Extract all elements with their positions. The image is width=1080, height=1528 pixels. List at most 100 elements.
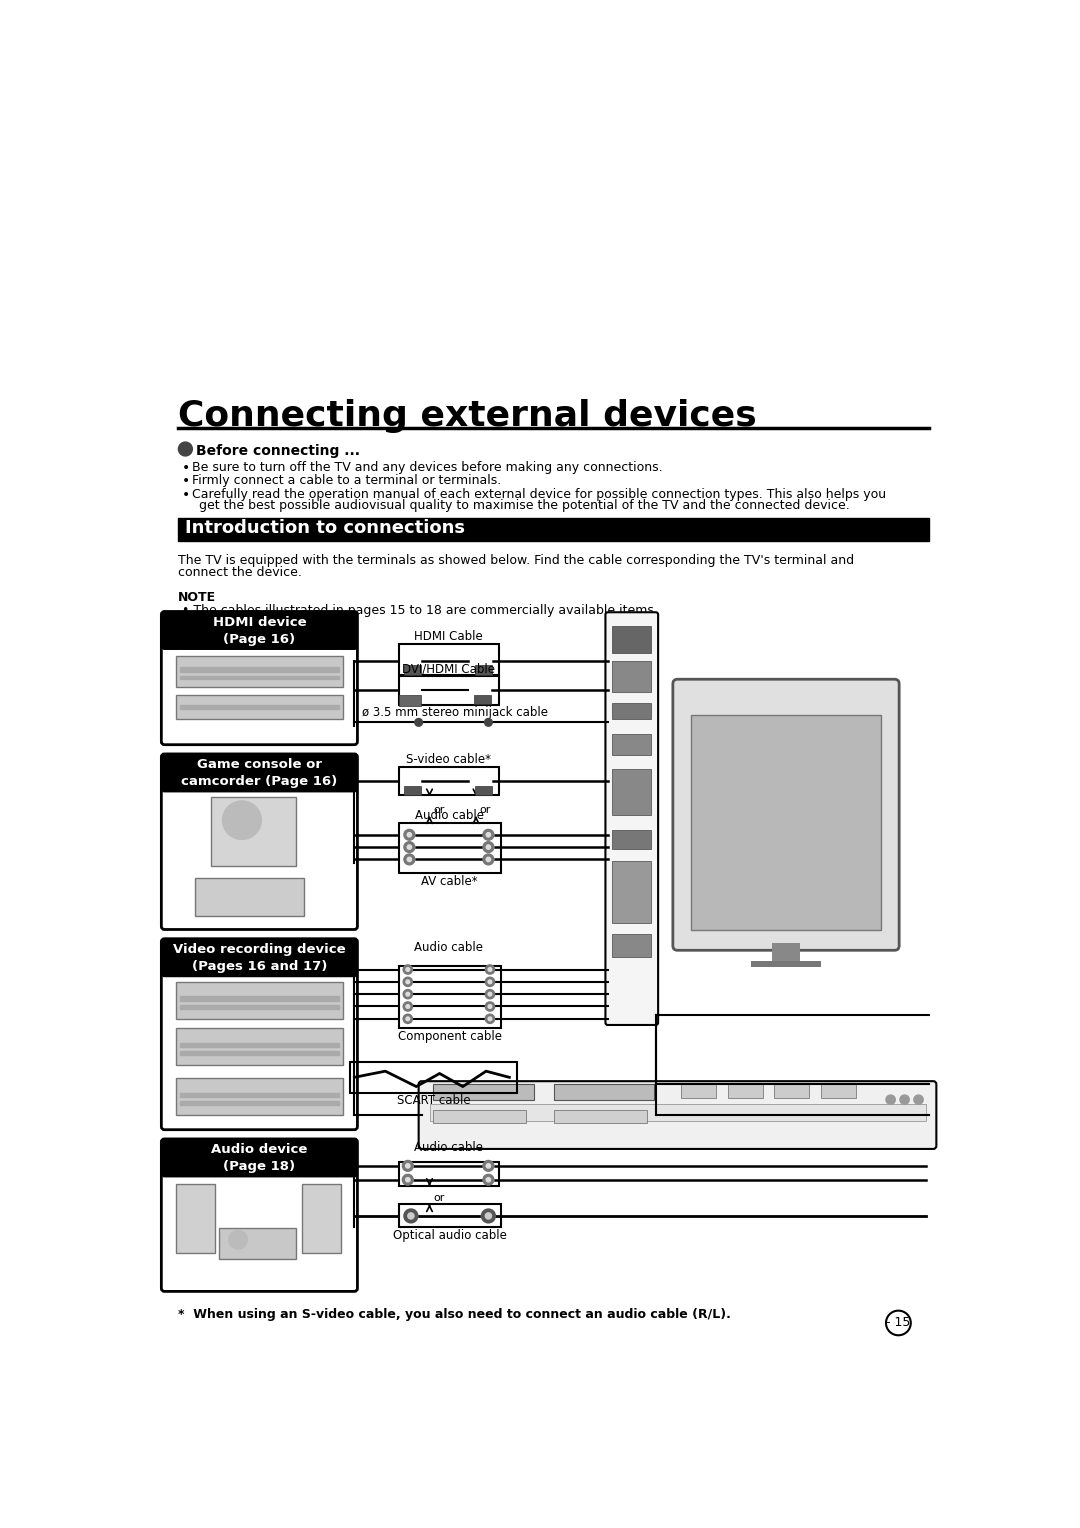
Text: Optical audio cable: Optical audio cable — [393, 1229, 507, 1242]
Text: • The cables illustrated in pages 15 to 18 are commercially available items.: • The cables illustrated in pages 15 to … — [181, 604, 658, 617]
Bar — [180, 996, 339, 1001]
Bar — [195, 879, 303, 917]
Bar — [400, 695, 421, 706]
Circle shape — [403, 1175, 414, 1186]
Bar — [302, 1184, 341, 1253]
Text: connect the device.: connect the device. — [177, 565, 301, 579]
Text: DVI/HDMI Cable: DVI/HDMI Cable — [403, 663, 496, 675]
Bar — [612, 660, 651, 692]
Circle shape — [403, 990, 413, 999]
Circle shape — [486, 857, 490, 862]
Bar — [612, 860, 651, 923]
Text: Audio cable: Audio cable — [415, 810, 484, 822]
Bar — [821, 1085, 855, 1099]
Bar — [399, 767, 499, 795]
Text: Component cable: Component cable — [397, 1030, 501, 1042]
Circle shape — [404, 830, 415, 840]
Bar — [691, 715, 880, 931]
Circle shape — [488, 1004, 491, 1008]
Circle shape — [403, 1002, 413, 1012]
Bar — [430, 1105, 926, 1122]
Bar — [180, 666, 339, 671]
Circle shape — [406, 1178, 410, 1181]
FancyBboxPatch shape — [161, 611, 357, 649]
Circle shape — [408, 1213, 414, 1219]
FancyBboxPatch shape — [161, 1138, 357, 1291]
Circle shape — [403, 1015, 413, 1024]
FancyBboxPatch shape — [673, 680, 900, 950]
Circle shape — [406, 1018, 409, 1021]
Circle shape — [406, 992, 409, 996]
Bar — [554, 1111, 647, 1123]
Circle shape — [483, 842, 494, 853]
Text: Firmly connect a cable to a terminal or terminals.: Firmly connect a cable to a terminal or … — [191, 474, 501, 487]
Circle shape — [486, 833, 490, 837]
Text: •: • — [181, 460, 190, 475]
Text: ø 3.5 mm stereo minijack cable: ø 3.5 mm stereo minijack cable — [362, 706, 548, 718]
Bar — [166, 1141, 353, 1175]
Circle shape — [403, 1160, 414, 1172]
Text: Be sure to turn off the TV and any devices before making any connections.: Be sure to turn off the TV and any devic… — [191, 460, 662, 474]
Bar — [612, 703, 651, 718]
Circle shape — [485, 1015, 495, 1024]
Bar — [399, 1161, 499, 1186]
Circle shape — [229, 1230, 247, 1248]
Circle shape — [488, 1018, 491, 1021]
Circle shape — [900, 1096, 909, 1105]
Circle shape — [485, 1213, 491, 1219]
Circle shape — [486, 845, 490, 850]
Circle shape — [485, 964, 495, 975]
Text: or: or — [433, 1193, 445, 1203]
Circle shape — [483, 830, 494, 840]
Bar — [554, 1085, 654, 1100]
Bar — [350, 1062, 517, 1093]
FancyBboxPatch shape — [161, 611, 357, 744]
Bar — [474, 695, 490, 704]
Bar — [751, 961, 821, 967]
Bar — [180, 677, 339, 680]
Bar — [176, 656, 342, 688]
Bar — [180, 1102, 339, 1105]
Circle shape — [488, 992, 491, 996]
Circle shape — [485, 1002, 495, 1012]
FancyBboxPatch shape — [161, 1138, 357, 1178]
Circle shape — [403, 978, 413, 987]
FancyBboxPatch shape — [161, 753, 357, 929]
Bar — [180, 1042, 339, 1047]
Bar — [180, 1051, 339, 1054]
Text: HDMI device
(Page 16): HDMI device (Page 16) — [213, 616, 307, 646]
Circle shape — [488, 967, 491, 972]
Text: The TV is equipped with the terminals as showed below. Find the cable correspond: The TV is equipped with the terminals as… — [177, 555, 854, 567]
Bar — [176, 1079, 342, 1115]
Bar — [211, 798, 296, 866]
Bar — [166, 756, 353, 790]
Text: Audio cable: Audio cable — [415, 1141, 484, 1154]
Bar — [475, 785, 492, 795]
Bar — [399, 643, 499, 675]
Bar — [176, 1184, 215, 1253]
Bar — [176, 983, 342, 1019]
Bar — [728, 1085, 762, 1099]
Text: Audio cable: Audio cable — [415, 941, 484, 953]
FancyBboxPatch shape — [161, 938, 357, 978]
Text: •: • — [181, 489, 190, 503]
Circle shape — [222, 801, 261, 839]
Bar — [433, 1085, 535, 1100]
Text: - 15: - 15 — [887, 1317, 910, 1329]
Bar — [399, 824, 501, 874]
Bar — [475, 665, 492, 675]
Bar — [180, 704, 339, 709]
Bar — [612, 626, 651, 652]
Circle shape — [407, 857, 411, 862]
Bar — [180, 1093, 339, 1097]
Bar — [399, 966, 501, 1028]
Circle shape — [178, 442, 192, 455]
Text: AV cable*: AV cable* — [421, 876, 478, 888]
Text: get the best possible audiovisual quality to maximise the potential of the TV an: get the best possible audiovisual qualit… — [200, 500, 850, 512]
Text: or: or — [480, 805, 491, 814]
Circle shape — [485, 718, 492, 726]
Circle shape — [404, 854, 415, 865]
Text: Video recording device
(Pages 16 and 17): Video recording device (Pages 16 and 17) — [173, 943, 346, 973]
Bar — [176, 1028, 342, 1065]
Circle shape — [886, 1096, 895, 1105]
